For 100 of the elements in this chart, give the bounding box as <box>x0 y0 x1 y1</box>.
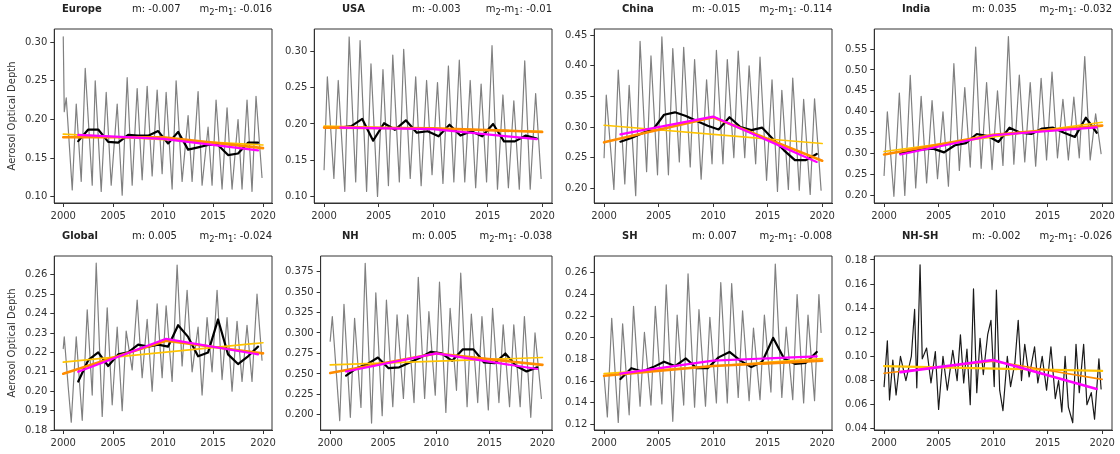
y-tick-label: 0.26 <box>565 266 588 278</box>
y-axis-title: Aerosol Optical Depth <box>5 288 17 398</box>
y-tick-label: 0.14 <box>565 396 588 408</box>
y-tick-label: 0.35 <box>565 89 588 101</box>
y-tick-label: 0.15 <box>25 151 48 163</box>
text: m$_{2}$-m$_{1}$: -0.024 <box>199 230 272 244</box>
text: m: -0.003 <box>412 3 461 14</box>
text: m$_{2}$-m$_{1}$: -0.008 <box>759 230 832 244</box>
y-tick-label: 0.20 <box>25 384 48 396</box>
x-tick-label: 2005 <box>100 209 126 221</box>
text: m$_{2}$-m$_{1}$: -0.01 <box>485 3 552 17</box>
text: m$_{2}$-m$_{1}$: -0.038 <box>479 230 552 244</box>
x-tick-label: 2015 <box>200 209 226 221</box>
y-tick-label: 0.30 <box>25 35 48 47</box>
y-tick-label: 0.21 <box>25 365 48 377</box>
x-tick-label: 2010 <box>420 209 446 221</box>
x-tick-label: 2015 <box>200 436 226 448</box>
x-tick-label: 2010 <box>150 209 176 221</box>
x-tick-label: 2000 <box>311 209 337 221</box>
x-tick-label: 2005 <box>645 209 672 221</box>
y-tick-label: 0.30 <box>845 147 868 159</box>
y-tick-label: 0.25 <box>25 287 48 299</box>
y-tick-label: 0.18 <box>845 253 868 265</box>
y-tick-label: 0.350 <box>284 285 314 297</box>
y-axis-title: Aerosol Optical Depth <box>5 61 17 171</box>
text: m$_{2}$-m$_{1}$: -0.032 <box>1039 3 1112 17</box>
y-tick-label: 0.14 <box>845 301 868 313</box>
y-tick-label: 0.10 <box>285 190 308 202</box>
y-tick-label: 0.22 <box>25 346 48 357</box>
chart-title: NH <box>342 230 359 241</box>
x-tick-label: 2005 <box>370 436 396 448</box>
chart-title: USA <box>342 3 366 14</box>
x-tick-label: 2020 <box>250 209 276 221</box>
y-tick-label: 0.40 <box>845 105 868 117</box>
x-tick-label: 2000 <box>591 209 617 221</box>
x-tick-label: 2020 <box>809 209 835 221</box>
chart-title: China <box>622 3 654 14</box>
x-tick-label: 2020 <box>529 436 556 448</box>
y-tick-label: 0.24 <box>565 288 588 300</box>
x-tick-label: 2010 <box>700 209 726 221</box>
y-tick-label: 0.04 <box>845 422 868 434</box>
y-tick-label: 0.20 <box>565 181 588 193</box>
x-tick-label: 2020 <box>809 436 835 448</box>
x-tick-label: 2010 <box>150 436 176 448</box>
x-tick-label: 2010 <box>700 436 726 448</box>
text: m$_{2}$-m$_{1}$: -0.016 <box>199 3 272 17</box>
y-tick-label: 0.24 <box>25 307 48 319</box>
y-tick-label: 0.25 <box>285 81 308 93</box>
y-tick-label: 0.45 <box>845 84 868 96</box>
chart-title: Europe <box>62 3 102 14</box>
y-tick-label: 0.25 <box>845 168 868 180</box>
y-tick-label: 0.12 <box>845 325 868 337</box>
x-tick-label: 2000 <box>871 436 897 448</box>
y-tick-label: 0.35 <box>845 126 868 138</box>
text: m: 0.005 <box>412 230 457 241</box>
x-tick-label: 2005 <box>925 209 952 221</box>
y-tick-label: 0.23 <box>25 326 48 338</box>
x-tick-label: 2000 <box>317 436 343 448</box>
x-tick-label: 2020 <box>250 436 276 448</box>
y-tick-label: 0.25 <box>25 74 48 86</box>
x-tick-label: 2020 <box>1089 209 1115 221</box>
text: m: -0.002 <box>972 230 1021 241</box>
x-tick-label: 2000 <box>591 436 617 448</box>
y-tick-label: 0.20 <box>285 117 308 129</box>
x-tick-label: 2000 <box>50 209 76 221</box>
y-tick-label: 0.45 <box>565 28 588 40</box>
text: m: 0.035 <box>972 3 1017 14</box>
x-tick-label: 2000 <box>50 436 76 448</box>
text: m: 0.007 <box>692 230 737 241</box>
text: m: -0.015 <box>692 3 741 14</box>
x-tick-label: 2005 <box>925 436 952 448</box>
y-tick-label: 0.55 <box>845 42 868 54</box>
chart-title: India <box>902 3 931 14</box>
y-tick-label: 0.20 <box>565 331 588 343</box>
x-tick-label: 2015 <box>754 436 781 448</box>
x-tick-label: 2010 <box>980 209 1006 221</box>
y-tick-label: 0.225 <box>284 387 314 399</box>
y-tick-label: 0.15 <box>285 153 308 165</box>
text: m$_{2}$-m$_{1}$: -0.026 <box>1039 230 1112 244</box>
y-tick-label: 0.26 <box>25 268 48 280</box>
x-tick-label: 2005 <box>645 436 672 448</box>
chart-title: NH-SH <box>902 230 939 241</box>
x-tick-label: 2005 <box>365 209 392 221</box>
y-tick-label: 0.30 <box>565 120 588 132</box>
x-tick-label: 2015 <box>1034 436 1061 448</box>
y-tick-label: 0.40 <box>565 59 588 71</box>
y-tick-label: 0.25 <box>565 151 588 163</box>
y-tick-label: 0.200 <box>284 408 314 420</box>
y-tick-label: 0.18 <box>565 353 588 365</box>
y-tick-label: 0.50 <box>845 63 868 75</box>
y-tick-label: 0.22 <box>565 309 588 321</box>
x-tick-label: 2015 <box>476 436 503 448</box>
x-tick-label: 2020 <box>1089 436 1115 448</box>
y-tick-label: 0.16 <box>565 374 588 386</box>
x-tick-label: 2010 <box>980 436 1006 448</box>
y-tick-label: 0.20 <box>845 189 868 201</box>
y-tick-label: 0.06 <box>845 398 868 410</box>
y-tick-label: 0.10 <box>25 190 48 202</box>
x-tick-label: 2010 <box>423 436 450 448</box>
y-tick-label: 0.18 <box>25 423 48 435</box>
